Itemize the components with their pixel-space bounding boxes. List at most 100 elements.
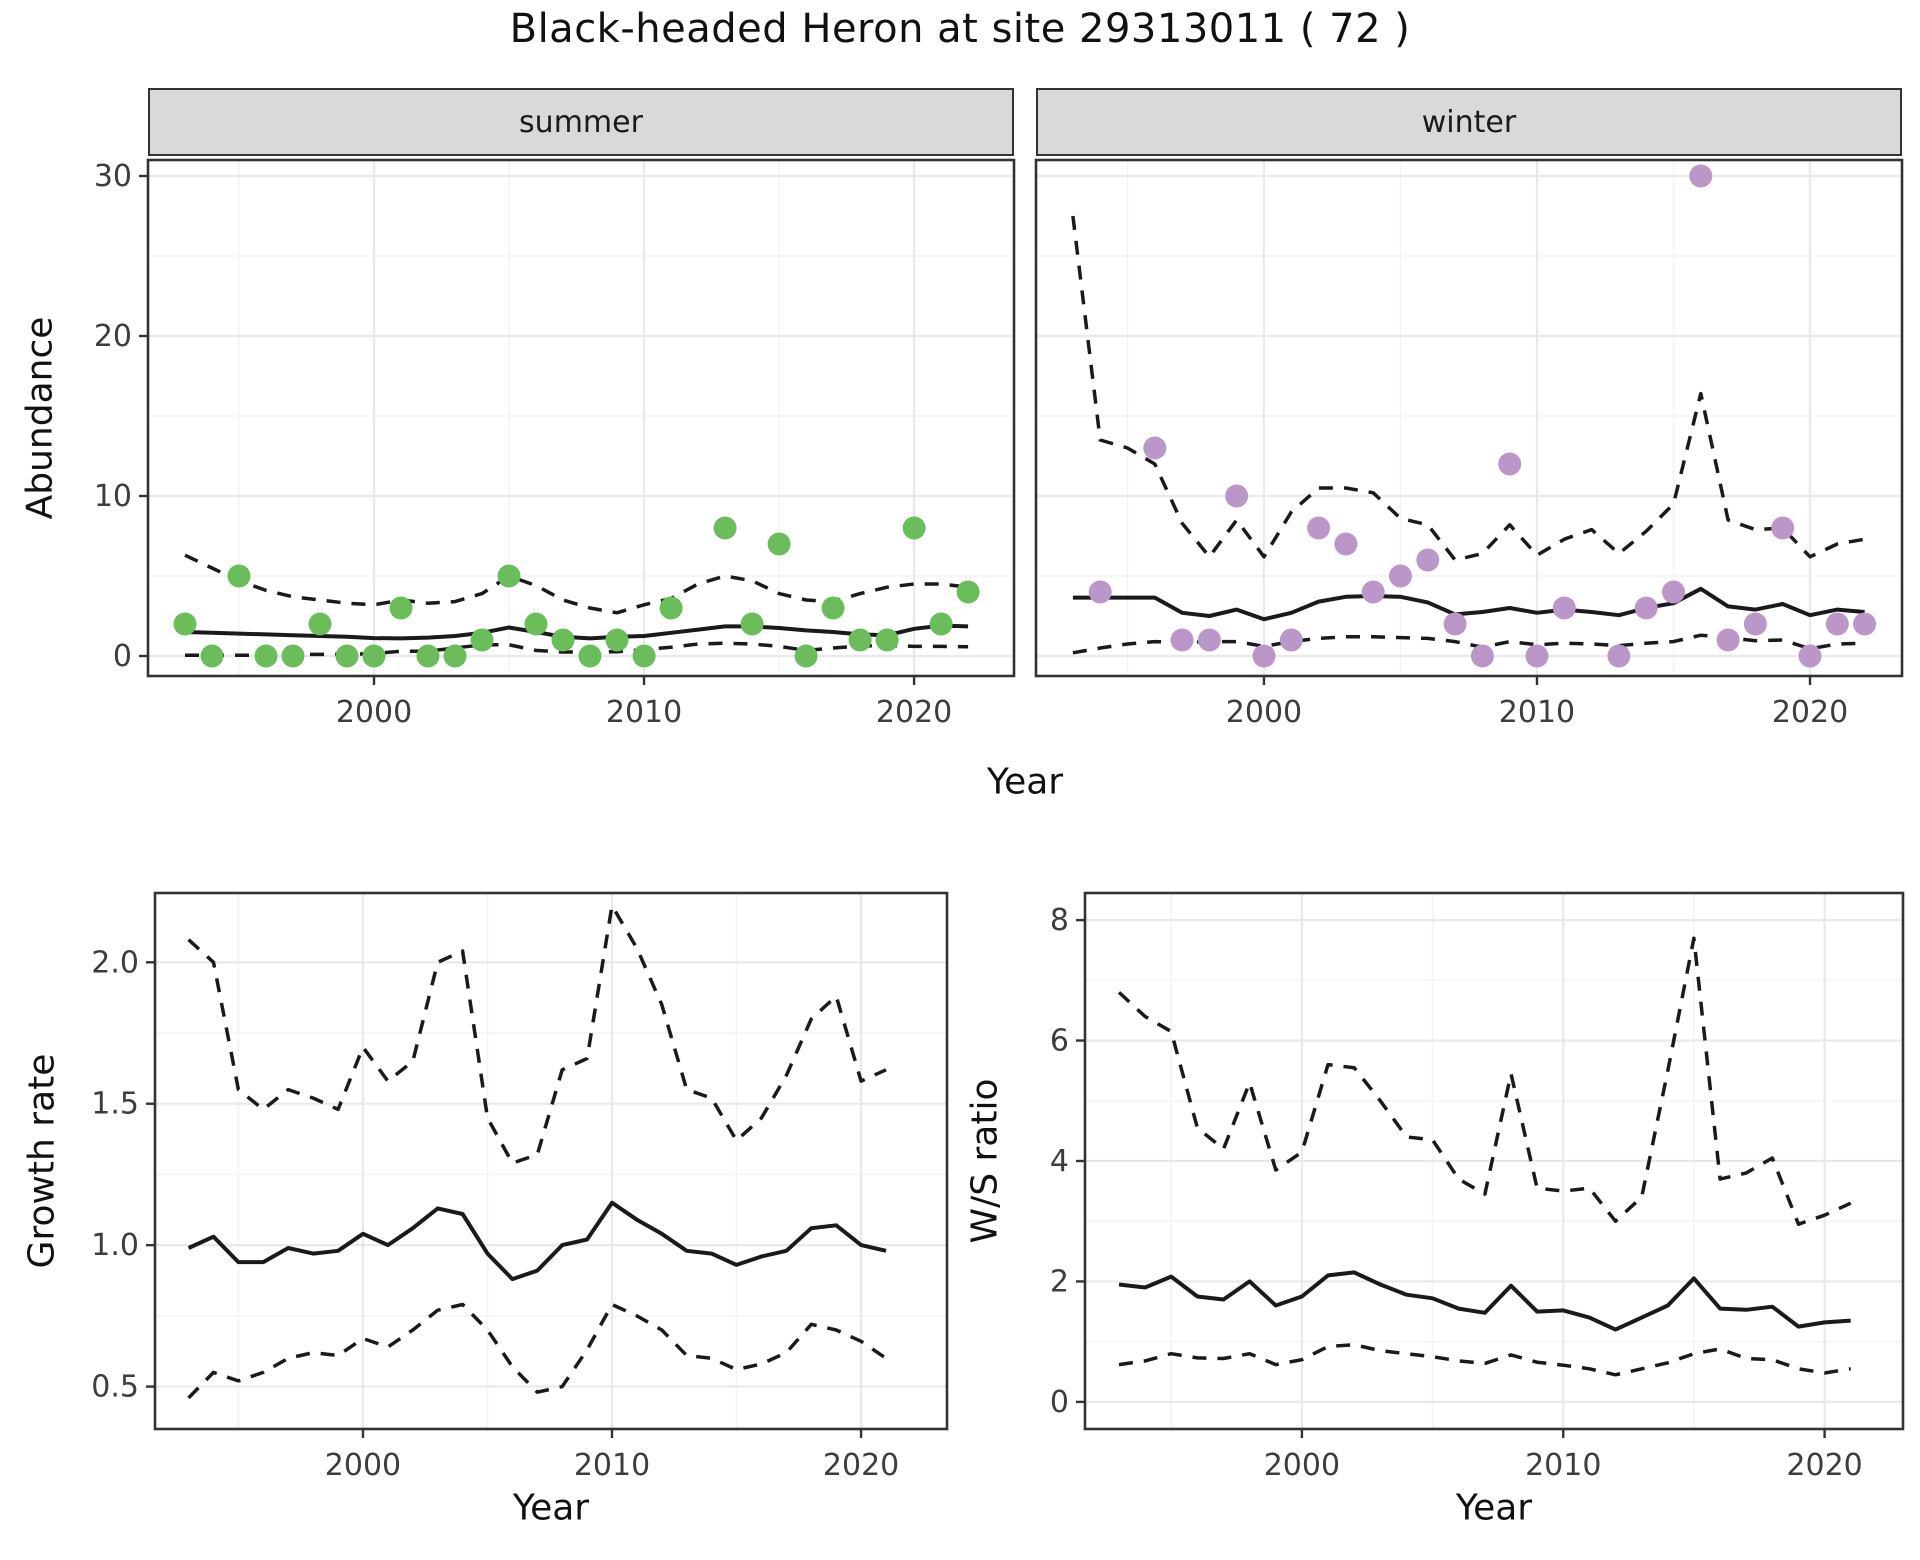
- ws-ratio-ytick-label: 2: [1050, 1264, 1069, 1299]
- ws-ratio-ytick-label: 0: [1050, 1385, 1069, 1420]
- abundance-summer-point: [632, 644, 656, 668]
- abundance-winter-point: [1225, 484, 1249, 508]
- abundance-summer-point: [848, 628, 872, 652]
- abundance-winter-point: [1197, 628, 1221, 652]
- abundance-summer-point: [335, 644, 359, 668]
- ws-ratio-upper-ci-line: [1117, 936, 1852, 1226]
- abundance-summer-point: [497, 564, 521, 588]
- abundance-winter-point: [1088, 580, 1112, 604]
- abundance-summer-point: [902, 516, 926, 540]
- abundance-winter-point: [1607, 644, 1631, 668]
- ws-ratio-xtick-label: 2010: [1525, 1448, 1601, 1483]
- abundance-summer-point: [794, 644, 818, 668]
- abundance-winter-point: [1470, 644, 1494, 668]
- growth-rate-xtick-label: 2000: [325, 1448, 401, 1483]
- y-axis-label-growth-rate: Growth rate: [21, 1053, 63, 1269]
- abundance-summer-point: [389, 596, 413, 620]
- abundance-summer-point: [713, 516, 737, 540]
- panel-ws-ratio: 2000 2010 2020 0 2 4 6 8: [1050, 891, 1905, 1483]
- y-axis-label-abundance: Abundance: [19, 316, 61, 520]
- abundance-summer-point: [254, 644, 278, 668]
- abundance-winter-point: [1498, 452, 1522, 476]
- abundance-summer-point: [308, 612, 332, 636]
- abundance-summer-point: [605, 628, 629, 652]
- abundance-summer-ytick-label: 10: [94, 479, 132, 514]
- abundance-summer-point: [173, 612, 197, 636]
- abundance-winter-point: [1689, 164, 1713, 188]
- abundance-winter-point: [1389, 564, 1412, 588]
- ws-ratio-xtick-label: 2020: [1786, 1448, 1862, 1483]
- abundance-summer-lower-ci-line: [185, 641, 969, 657]
- abundance-winter-point: [1662, 580, 1685, 604]
- abundance-summer-point: [227, 564, 251, 588]
- abundance-summer-point: [551, 628, 575, 652]
- abundance-winter-point: [1361, 580, 1385, 604]
- x-axis-label-year-top: Year: [986, 761, 1064, 803]
- ws-ratio-ytick-label: 6: [1050, 1024, 1069, 1059]
- abundance-summer-point: [659, 596, 683, 620]
- abundance-winter-point: [1170, 628, 1194, 652]
- abundance-winter-point: [1853, 612, 1877, 636]
- abundance-summer-point: [956, 580, 980, 604]
- abundance-summer-point: [281, 644, 305, 668]
- abundance-winter-point: [1443, 612, 1467, 636]
- x-axis-label-year-growth: Year: [512, 1487, 590, 1529]
- x-axis-label-year-ws: Year: [1455, 1487, 1533, 1529]
- ws-ratio-lower-ci-line: [1118, 1342, 1851, 1377]
- panel-growth-rate: 2000 2010 2020 0.5 1.0 1.5 2.0: [91, 891, 949, 1483]
- facet-strip-summer-label: summer: [519, 104, 643, 140]
- abundance-winter-point: [1743, 612, 1767, 636]
- abundance-summer-point: [470, 628, 494, 652]
- abundance-winter-point: [1634, 596, 1658, 620]
- growth-rate-lower-ci-line: [187, 1302, 887, 1400]
- abundance-winter-point: [1825, 612, 1849, 636]
- abundance-summer-xtick-label: 2000: [336, 695, 412, 730]
- abundance-summer-point: [200, 644, 224, 668]
- growth-rate-xtick-label: 2010: [574, 1448, 650, 1483]
- abundance-summer-point: [416, 644, 440, 668]
- abundance-summer-xtick-label: 2010: [606, 695, 682, 730]
- abundance-winter-point: [1416, 548, 1440, 572]
- facet-strip-winter-label: winter: [1421, 104, 1517, 140]
- panel-abundance-winter: 2000 2010 2020: [1034, 158, 1904, 730]
- abundance-winter-point: [1307, 516, 1331, 540]
- y-axis-label-ws-ratio: W/S ratio: [964, 1078, 1006, 1244]
- facet-strip-winter: winter: [1036, 88, 1902, 156]
- abundance-winter-upper-ci-line: [1071, 215, 1865, 562]
- abundance-summer-ytick-label: 0: [113, 639, 132, 674]
- abundance-summer-ytick-label: 20: [94, 319, 132, 354]
- abundance-winter-point: [1798, 644, 1822, 668]
- abundance-summer-point: [821, 596, 845, 620]
- abundance-winter-xtick-label: 2010: [1499, 695, 1575, 730]
- abundance-winter-point: [1334, 532, 1358, 556]
- ws-ratio-mean-line: [1118, 1270, 1851, 1332]
- abundance-summer-point: [875, 628, 899, 652]
- growth-rate-ytick-label: 1.0: [91, 1228, 139, 1263]
- abundance-winter-point: [1771, 516, 1795, 540]
- growth-rate-ytick-label: 0.5: [91, 1370, 139, 1405]
- abundance-winter-point: [1716, 628, 1740, 652]
- abundance-winter-xtick-label: 2000: [1226, 695, 1302, 730]
- growth-rate-mean-line: [187, 1200, 887, 1282]
- growth-rate-ytick-label: 1.5: [91, 1087, 139, 1122]
- abundance-winter-point: [1252, 644, 1276, 668]
- growth-rate-ytick-label: 2.0: [91, 945, 139, 980]
- abundance-summer-mean-line: [184, 623, 969, 641]
- abundance-winter-xtick-label: 2020: [1772, 695, 1848, 730]
- abundance-winter-point: [1279, 628, 1303, 652]
- panel-abundance-summer: 2000 2010 2020 0 10 20 30: [94, 158, 1016, 730]
- growth-rate-xtick-label: 2020: [823, 1448, 899, 1483]
- abundance-summer-point: [767, 532, 791, 556]
- abundance-summer-xtick-label: 2020: [876, 695, 952, 730]
- abundance-summer-ytick-label: 30: [94, 159, 132, 194]
- abundance-winter-point: [1525, 644, 1549, 668]
- abundance-summer-point: [362, 644, 386, 668]
- abundance-winter-point: [1143, 436, 1167, 460]
- abundance-summer-point: [578, 644, 602, 668]
- ws-ratio-ytick-label: 8: [1050, 903, 1069, 938]
- abundance-summer-point: [740, 612, 764, 636]
- abundance-winter-point: [1552, 596, 1576, 620]
- ws-ratio-ytick-label: 4: [1050, 1144, 1069, 1179]
